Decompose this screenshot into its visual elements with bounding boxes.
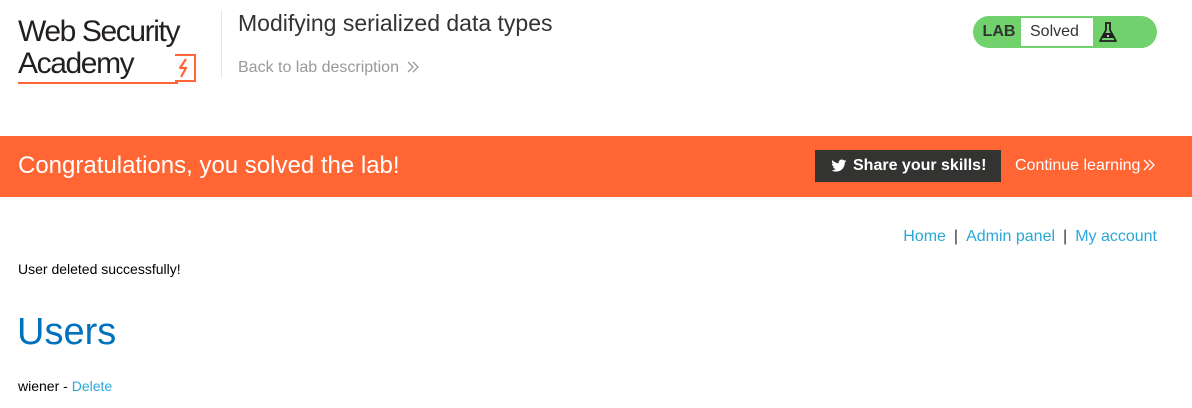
top-navigation: Home | Admin panel | My account: [903, 228, 1157, 246]
nav-admin-panel-link[interactable]: Admin panel: [966, 228, 1056, 245]
nav-home-link[interactable]: Home: [903, 228, 946, 245]
users-heading: Users: [17, 311, 117, 353]
user-separator: -: [59, 378, 72, 394]
share-button-label: Share your skills!: [853, 157, 987, 174]
header-divider: [221, 10, 222, 78]
nav-separator: |: [1063, 228, 1068, 245]
lab-title: Modifying serialized data types: [238, 10, 553, 36]
back-to-lab-description-link[interactable]: Back to lab description: [238, 59, 419, 77]
share-your-skills-button[interactable]: Share your skills!: [815, 150, 1001, 182]
logo-text-line1: Web Security: [18, 15, 180, 48]
user-name: wiener: [18, 378, 60, 394]
lab-status-badge: LAB Solved: [973, 16, 1157, 48]
header: Web Security Academy Modifying serialize…: [0, 0, 1192, 136]
solved-message: Congratulations, you solved the lab!: [18, 152, 400, 179]
web-security-academy-logo[interactable]: Web Security Academy: [18, 13, 223, 89]
nav-separator: |: [953, 228, 959, 245]
lab-status-label: LAB: [982, 23, 1016, 40]
delete-user-link[interactable]: Delete: [71, 378, 113, 394]
status-message: User deleted successfully!: [18, 261, 181, 277]
continue-learning-link[interactable]: Continue learning: [1015, 157, 1156, 175]
twitter-icon: [831, 159, 847, 172]
solved-banner: Congratulations, you solved the lab! Sha…: [0, 136, 1192, 197]
lightning-bolt-bracket-icon: [175, 54, 196, 82]
lab-status-value: Solved: [1021, 18, 1093, 46]
logo-text-line2: Academy: [18, 47, 135, 80]
double-chevron-right-icon: [407, 61, 419, 73]
user-list-item: wiener - Delete: [18, 378, 112, 394]
back-link-label: Back to lab description: [238, 59, 399, 76]
logo-underline: [18, 82, 178, 84]
nav-my-account-link[interactable]: My account: [1075, 228, 1157, 245]
continue-learning-label: Continue learning: [1015, 157, 1141, 174]
flask-icon: [1099, 22, 1117, 42]
double-chevron-right-icon: [1143, 159, 1156, 171]
